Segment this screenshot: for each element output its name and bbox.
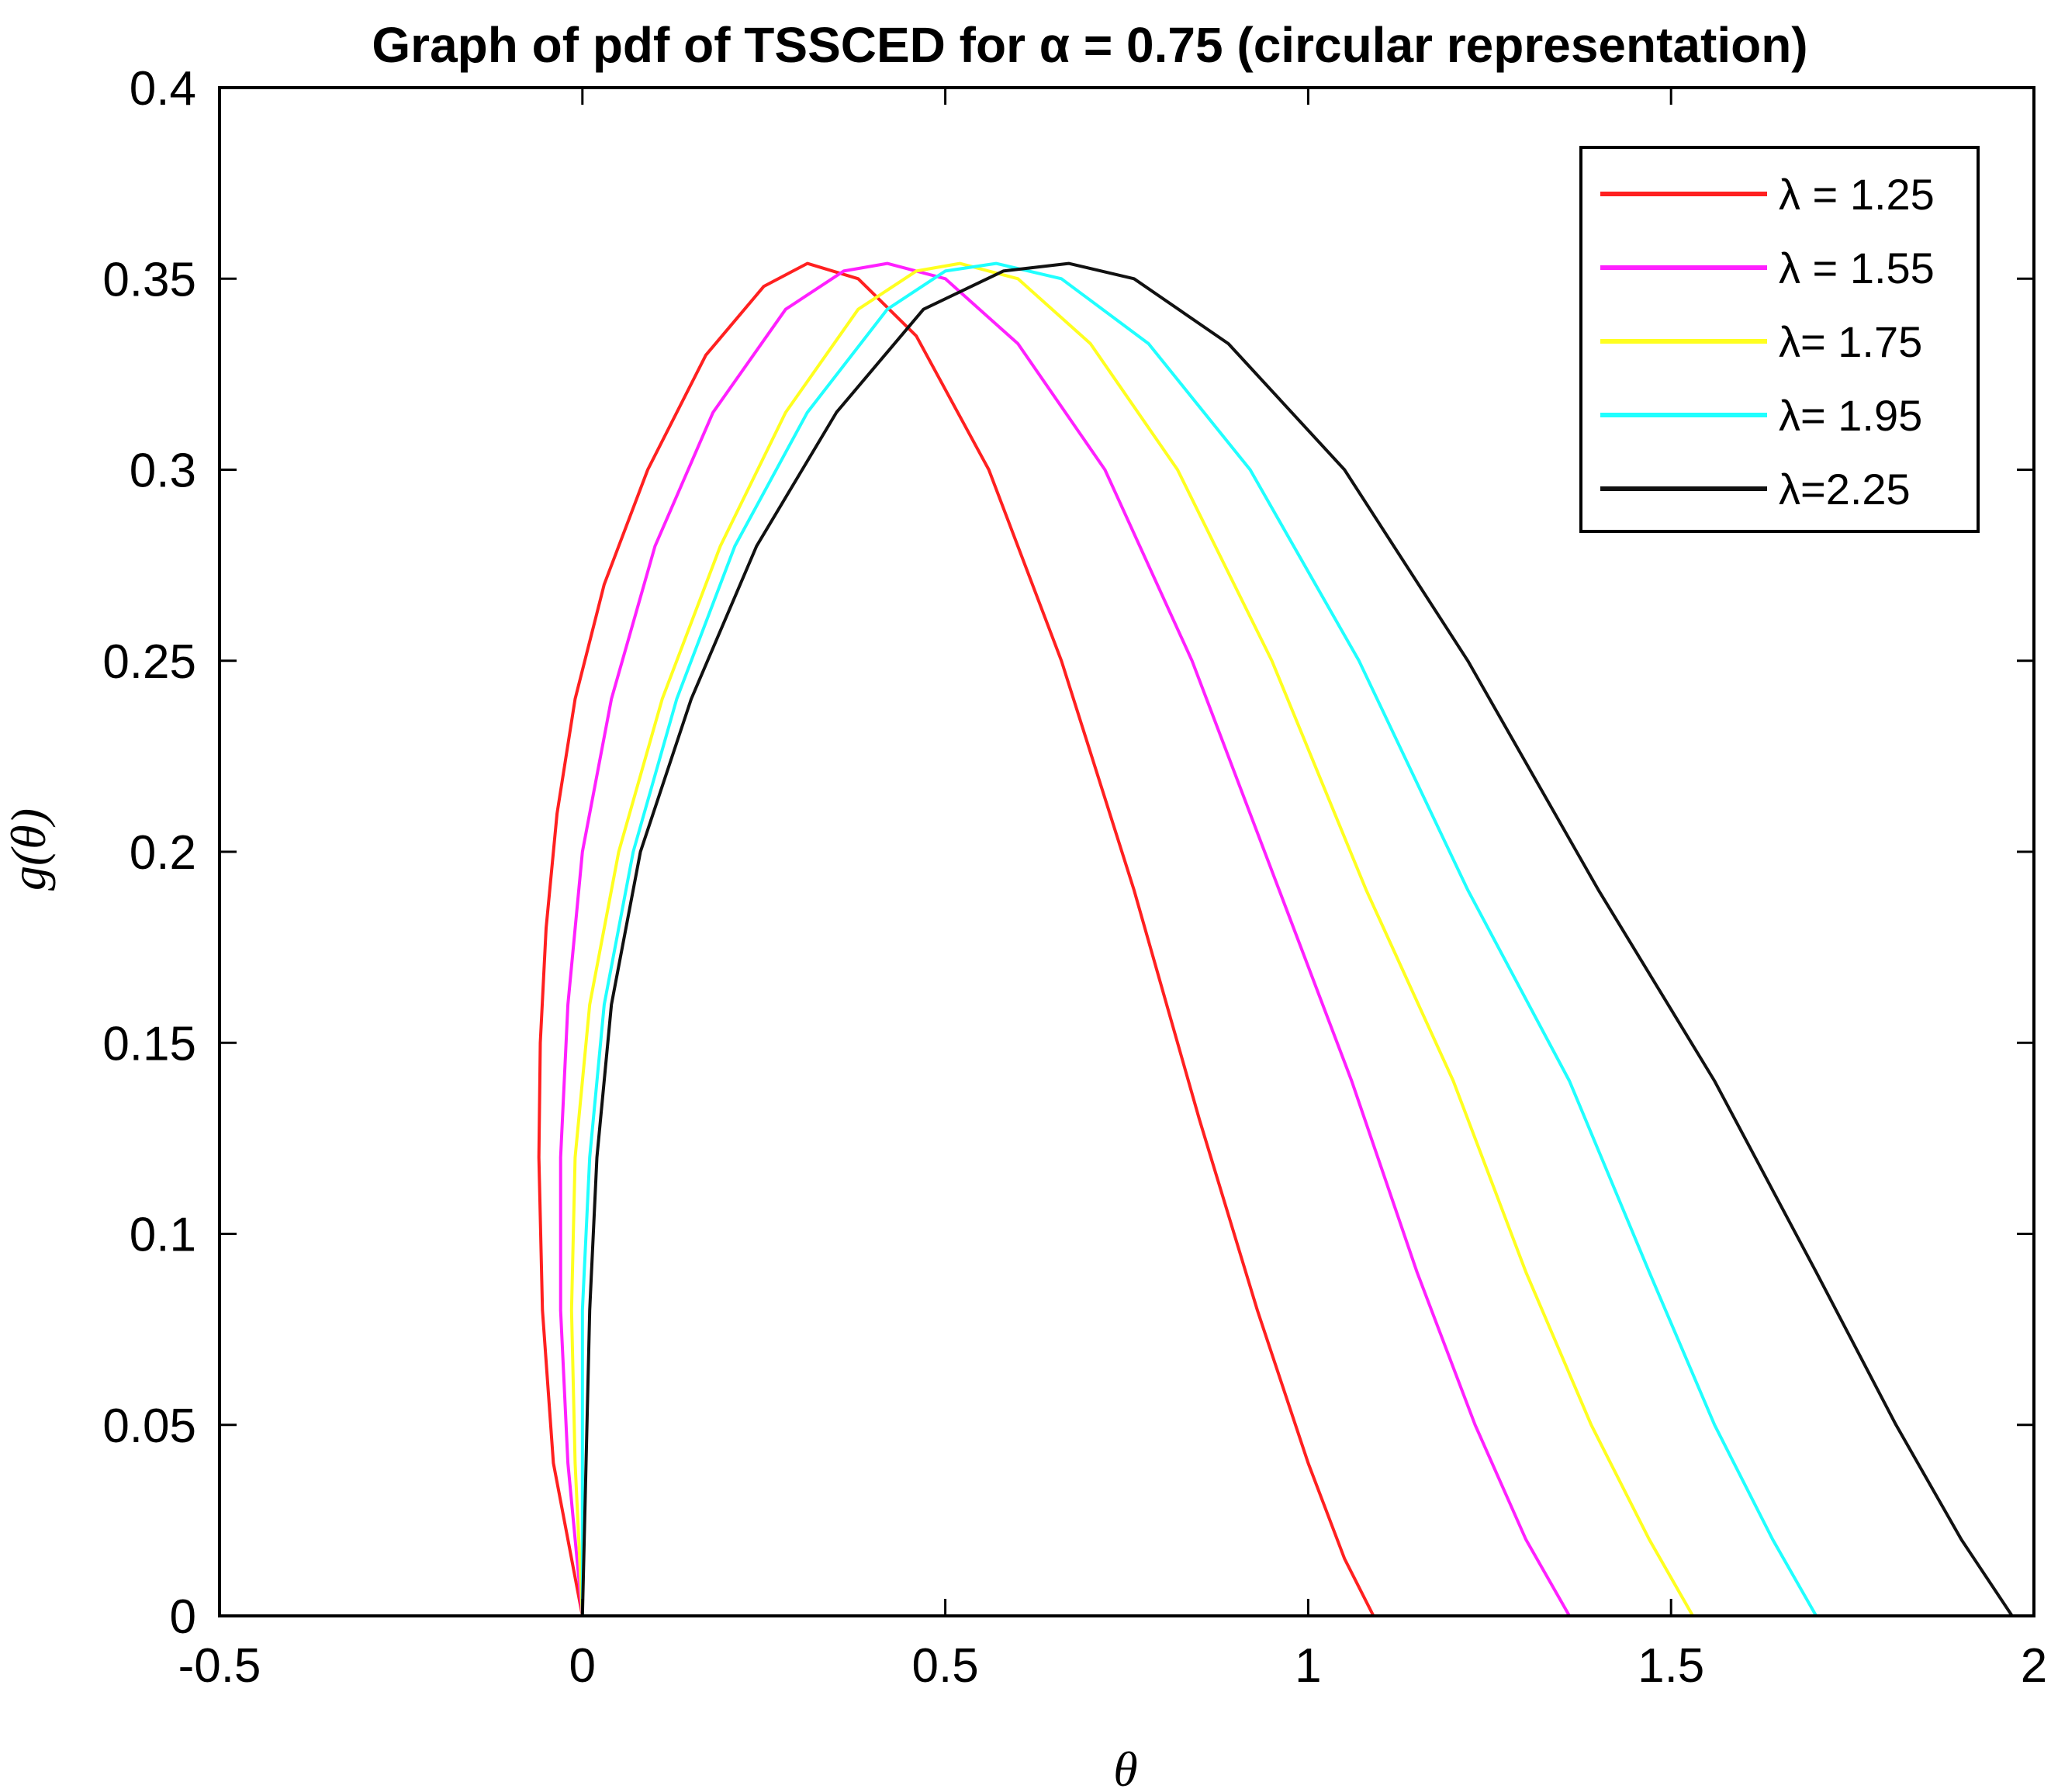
y-axis-label: g(θ)	[1, 808, 56, 891]
series-line-3	[569, 261, 1695, 1617]
x-tick-label: 1	[1295, 1639, 1321, 1693]
y-tick-label: 0.35	[102, 253, 196, 306]
legend-label-1: λ = 1.25	[1779, 170, 1935, 219]
y-tick-label: 0.4	[130, 62, 196, 116]
series-line-5	[580, 261, 2014, 1617]
legend-label-3: λ= 1.75	[1779, 317, 1922, 366]
legend-label-5: λ=2.25	[1779, 465, 1911, 514]
y-tick-label: 0.2	[130, 826, 196, 880]
series-layer	[537, 261, 2014, 1617]
x-tick-label: 0	[569, 1639, 596, 1693]
y-tick-label: 0.15	[102, 1017, 196, 1071]
axes-layer: -0.5 0 0.5 1 1.5 200.050.10.150.20.250.30.350…	[102, 62, 2047, 1693]
y-tick-label: 0.05	[102, 1399, 196, 1453]
x-tick-label: 2	[2021, 1639, 2047, 1693]
series-line-4	[580, 261, 1818, 1617]
legend-label-2: λ = 1.55	[1779, 244, 1935, 292]
series-line-2	[559, 261, 1571, 1617]
series-line-1	[537, 261, 1375, 1617]
y-tick-label: 0.25	[102, 635, 196, 689]
x-axis-label: θ	[1113, 1742, 1137, 1792]
y-tick-label: 0	[170, 1590, 196, 1644]
legend-label-4: λ= 1.95	[1779, 391, 1922, 440]
legend: λ = 1.25 λ = 1.55 λ= 1.75 λ= 1.95 λ=2.25	[1579, 146, 1980, 533]
x-tick-label: -0.5	[178, 1639, 261, 1693]
y-tick-label: 0.1	[130, 1209, 196, 1262]
x-tick-label: 1.5	[1638, 1639, 1704, 1693]
y-tick-label: 0.3	[130, 445, 196, 498]
chart-title: Graph of pdf of TSSCED for α = 0.75 (cir…	[372, 17, 1807, 73]
x-tick-label: 0.5	[911, 1639, 978, 1693]
